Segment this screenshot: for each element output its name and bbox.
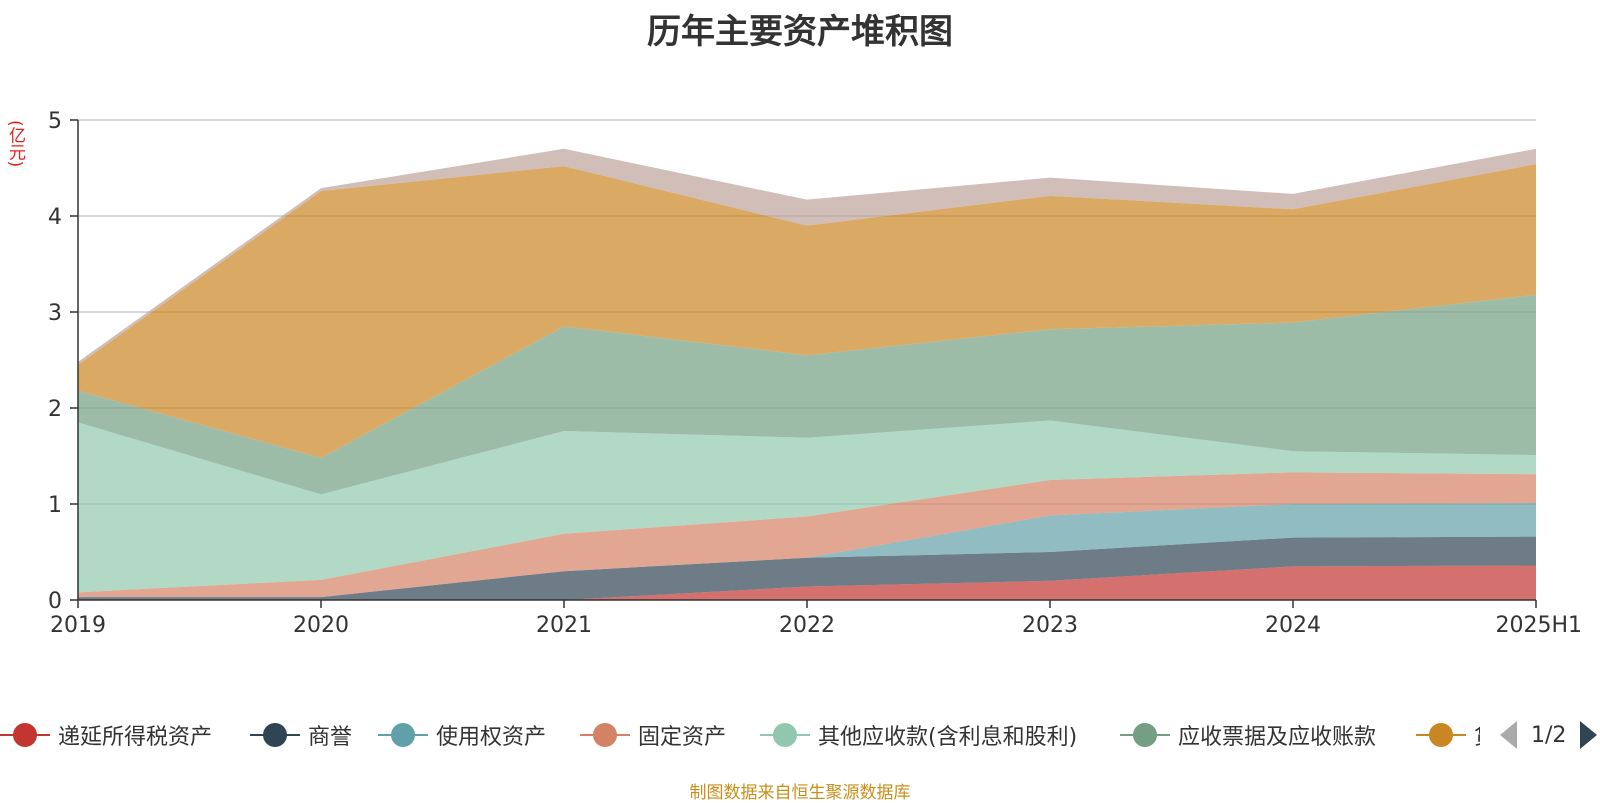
x-tick-label: 2019	[50, 613, 106, 638]
y-tick-label: 5	[48, 109, 62, 134]
legend-swatch-icon	[0, 718, 50, 752]
area-series-1	[78, 536, 1536, 600]
legend-label: 固定资产	[638, 725, 727, 750]
y-tick-label: 4	[48, 205, 62, 230]
x-tick-label: 2024	[1265, 613, 1321, 638]
y-tick-label: 1	[48, 493, 62, 518]
legend-label: 递延所得税资产	[58, 725, 213, 750]
y-tick-label: 3	[48, 301, 62, 326]
legend-item[interactable]: 应收票据及应收账款	[1120, 718, 1376, 752]
legend-item[interactable]: 使用权资产	[378, 718, 546, 752]
legend-label: 应收票据及应收账款	[1178, 725, 1377, 750]
legend-swatch-icon	[580, 718, 630, 752]
legend-label: 使用权资产	[436, 725, 547, 750]
legend-swatch-icon	[250, 718, 300, 752]
legend-label: 商誉	[308, 725, 353, 750]
legend: 递延所得税资产 商誉 使用权资产 固定资产 其他应收款(含利息和股利) 应收票据及应收账款…	[0, 718, 1480, 752]
legend-item[interactable]: 货币资金	[1416, 718, 1480, 752]
legend-swatch-icon	[1416, 718, 1466, 752]
legend-item[interactable]: 商誉	[250, 718, 352, 752]
legend-swatch-icon	[760, 718, 810, 752]
y-tick-label: 2	[48, 397, 62, 422]
area-series-2	[78, 503, 1536, 598]
area-series-4	[78, 420, 1536, 593]
area-series-0	[78, 565, 1536, 600]
legend-swatch-icon	[1120, 718, 1170, 752]
legend-label: 其他应收款(含利息和股利)	[818, 725, 1078, 750]
area-series-5	[78, 294, 1536, 495]
legend-item[interactable]: 固定资产	[580, 718, 726, 752]
legend-prev-page-icon[interactable]	[1500, 721, 1517, 749]
legend-label: 货币资金	[1474, 719, 1480, 751]
x-tick-label: 2025H1	[1495, 613, 1582, 638]
x-tick-label: 2020	[293, 613, 349, 638]
legend-pager: 1/2	[1500, 718, 1598, 752]
area-series-6	[78, 164, 1536, 458]
legend-swatch-icon	[378, 718, 428, 752]
x-tick-label: 2021	[536, 613, 592, 638]
x-tick-label: 2023	[1022, 613, 1078, 638]
legend-item[interactable]: 其他应收款(含利息和股利)	[760, 718, 1077, 752]
y-axis-unit-label: (亿元)	[5, 120, 25, 168]
data-source-note: 制图数据来自恒生聚源数据库	[689, 783, 911, 803]
area-series-3	[78, 472, 1536, 598]
chart-title: 历年主要资产堆积图	[647, 12, 953, 52]
legend-page-indicator: 1/2	[1531, 722, 1567, 748]
y-tick-label: 0	[48, 589, 62, 614]
legend-item[interactable]: 递延所得税资产	[0, 718, 212, 752]
x-tick-label: 2022	[779, 613, 835, 638]
legend-next-page-icon[interactable]	[1580, 721, 1598, 749]
